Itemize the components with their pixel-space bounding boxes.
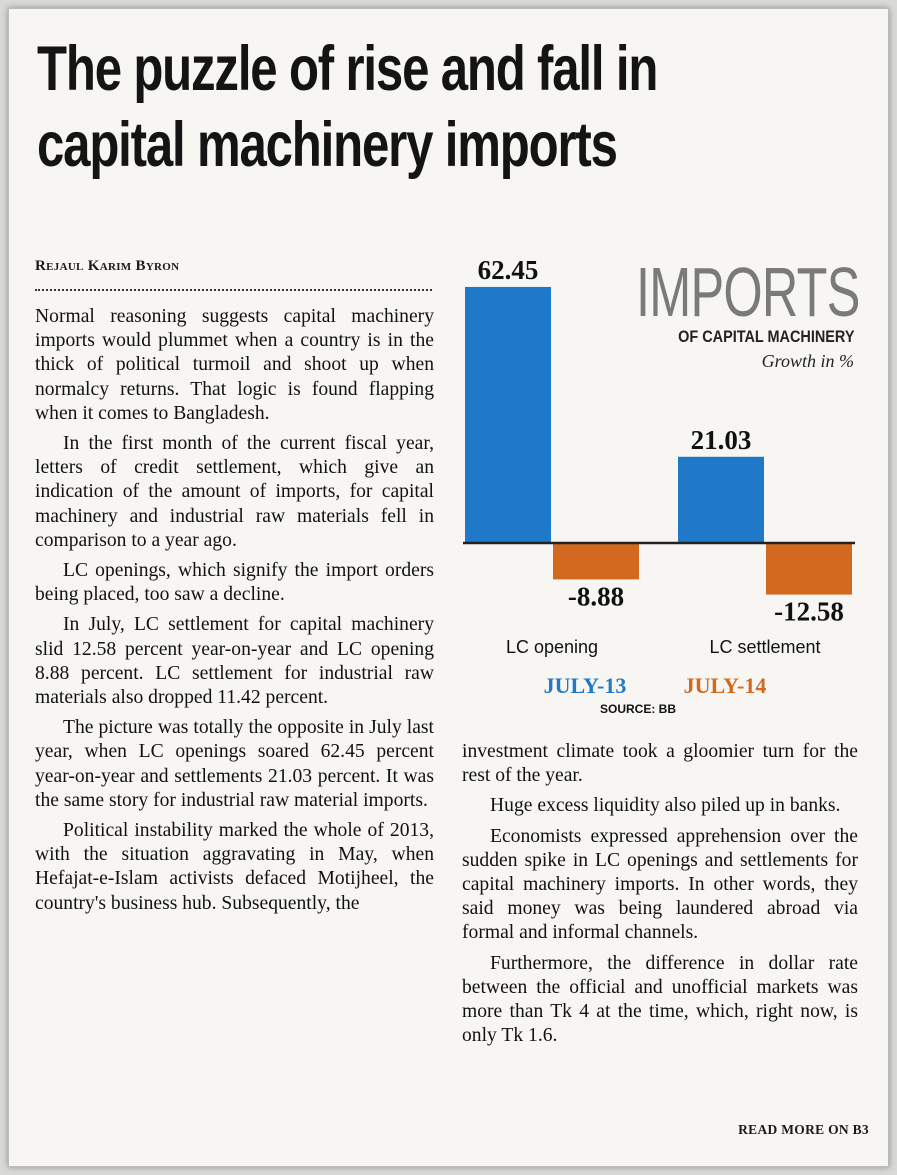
paragraph: In the first month of the current fiscal… (35, 433, 434, 551)
bar-july-13-0 (465, 286, 551, 543)
category-label: LC settlement (709, 637, 820, 657)
chart-unit: Growth in % (761, 351, 854, 371)
paragraph: The picture was totally the opposite in … (35, 717, 434, 811)
data-label: 62.45 (478, 255, 539, 285)
newspaper-clipping: The puzzle of rise and fall in capital m… (8, 8, 889, 1167)
paragraph: Huge excess liquidity also piled up in b… (490, 795, 841, 817)
paragraph: Economists expressed apprehension over t… (462, 825, 858, 944)
chart-subtitle: OF CAPITAL MACHINERY (677, 327, 854, 346)
bar-july-14-0 (553, 543, 639, 580)
category-label: LC opening (506, 637, 598, 657)
byline-divider (35, 289, 432, 291)
headline: The puzzle of rise and fall in capital m… (37, 31, 692, 183)
paragraph: LC openings, which signify the import or… (35, 560, 434, 606)
bar-july-13-1 (678, 456, 764, 543)
article-column-2: investment climate took a gloomier turn … (462, 740, 858, 1054)
headline-line-2: capital machinery imports (37, 110, 618, 180)
chart-source: SOURCE: BB (600, 702, 677, 716)
headline-line-1: The puzzle of rise and fall in (37, 34, 658, 104)
data-label: 21.03 (691, 425, 752, 455)
read-more-link[interactable]: READ MORE ON B3 (738, 1122, 869, 1137)
data-label: -12.58 (774, 597, 844, 627)
paragraph: Normal reasoning suggests capital machin… (35, 306, 434, 424)
paragraph: investment climate took a gloomier turn … (462, 741, 858, 787)
chart-plot: 62.45 -8.88 LC opening 21.03 -12.58 LC settle… (463, 255, 855, 698)
imports-chart: IMPORTS OF CAPITAL MACHINERY Growth in %… (460, 255, 870, 725)
chart-title: IMPORTS (636, 253, 860, 331)
paragraph: Political instability marked the whole o… (35, 820, 434, 914)
legend-july-13: JULY-13 (544, 673, 627, 698)
paragraph: In July, LC settlement for capital machi… (35, 614, 434, 709)
bar-july-14-1 (766, 543, 852, 595)
paragraph: Furthermore, the difference in dollar ra… (462, 952, 858, 1047)
legend-july-14: JULY-14 (684, 673, 767, 698)
article-column-1: Normal reasoning suggests capital machin… (35, 305, 434, 922)
data-label: -8.88 (568, 581, 624, 611)
byline: Rejaul Karim Byron (35, 258, 180, 274)
